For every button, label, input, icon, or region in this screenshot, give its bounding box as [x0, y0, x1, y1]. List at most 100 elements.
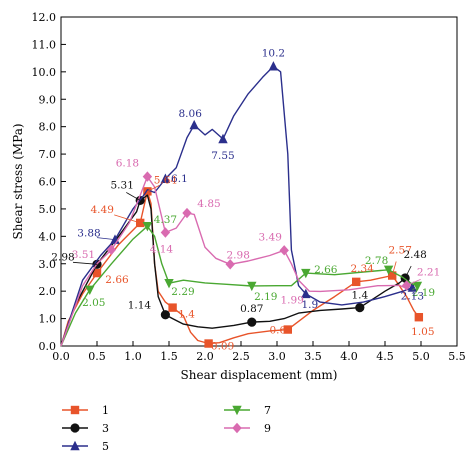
legend-item-5: 5 [62, 440, 109, 453]
series-7 [60, 221, 423, 347]
data-label: 2.98 [51, 251, 74, 263]
x-tick-label: 2.0 [196, 350, 214, 363]
data-point [283, 325, 292, 334]
x-tick-label: 1.0 [124, 350, 142, 363]
data-point [352, 277, 361, 287]
legend-item-9: 9 [224, 422, 271, 435]
x-tick-label: 4.5 [376, 350, 394, 363]
legend-item-3: 3 [62, 422, 109, 435]
x-axis: 0.0 0.5 1.0 1.5 2.0 2.5 3.0 3.5 4.0 4.5 5.0 5.5 [52, 341, 466, 363]
data-point [142, 221, 153, 232]
series-line [60, 175, 407, 347]
data-label: 3.51 [72, 249, 95, 261]
data-point [225, 259, 235, 270]
data-point [218, 133, 228, 144]
data-label: 1.4 [351, 290, 368, 302]
data-label: 5.31 [111, 179, 134, 191]
data-point [247, 317, 257, 327]
leader-lines [72, 185, 421, 286]
data-label: 0.87 [240, 303, 263, 315]
y-tick-label: 5.0 [39, 203, 57, 216]
data-label: 10.2 [262, 47, 285, 59]
data-point [301, 288, 311, 299]
y-tick-label: 10.0 [32, 66, 57, 79]
legend-label: 3 [102, 422, 109, 435]
data-point [268, 61, 279, 71]
data-point [279, 245, 289, 256]
data-label: 2.98 [227, 249, 250, 261]
data-point [301, 268, 311, 279]
y-tick-label: 3.0 [39, 258, 57, 271]
leader-line [96, 237, 116, 241]
data-label: 2.34 [351, 263, 375, 275]
legend-label: 7 [264, 404, 271, 417]
y-tick-label: 11.0 [32, 38, 57, 51]
data-point [92, 268, 102, 278]
data-label: 2.05 [82, 297, 105, 309]
x-tick-label: 3.5 [304, 350, 322, 363]
annotations: 10.2 8.06 7.55 6.18 5.646.1 5.31 4.49 4.37 4.85 4… [51, 47, 440, 352]
legend-marker [70, 423, 80, 433]
data-label: 2.66 [314, 264, 338, 276]
y-tick-label: 6.0 [39, 176, 57, 189]
y-tick-label: 8.0 [39, 121, 57, 134]
data-point [247, 281, 257, 292]
data-point [182, 207, 192, 219]
data-label: 2.78 [365, 255, 388, 267]
data-label: 2.21 [417, 266, 440, 278]
data-label: 1.99 [281, 294, 304, 306]
series-line [60, 225, 418, 347]
legend-label: 1 [102, 404, 109, 417]
data-label: 4.37 [154, 214, 177, 226]
axes: 0.0 0.5 1.0 1.5 2.0 2.5 3.0 3.5 4.0 4.5 5.0 5.50.01… [11, 11, 466, 382]
data-label: 6.1 [171, 173, 188, 185]
x-tick-label: 0.5 [88, 350, 106, 363]
data-label: 2.57 [389, 245, 412, 257]
data-label: 1.9 [301, 299, 318, 311]
y-tick-label: 12.0 [32, 11, 57, 24]
data-point [160, 173, 171, 183]
legend-marker [232, 405, 242, 416]
data-point [168, 303, 177, 312]
y-tick-label: 0.0 [39, 340, 57, 353]
data-point [412, 281, 423, 292]
legend-item-7: 7 [224, 404, 271, 417]
legend-marker [70, 440, 80, 451]
data-label: 2.29 [171, 286, 194, 298]
data-label: 6.18 [116, 158, 139, 170]
data-point [355, 303, 365, 313]
data-point [160, 227, 171, 238]
y-tick-label: 2.0 [39, 285, 57, 298]
data-label: 3.88 [77, 228, 100, 240]
data-label: 2.19 [254, 291, 277, 303]
y-axis: 0.0 1.0 2.0 3.0 4.0 5.0 6.0 7.0 8.0 9.0 10.0 11.0 12… [32, 11, 66, 353]
x-tick-label: 5.5 [448, 350, 466, 363]
data-label: 8.06 [179, 108, 203, 120]
leader-line [72, 261, 98, 265]
data-point [204, 339, 213, 348]
data-label: 1.4 [178, 309, 195, 321]
leader-line [391, 261, 397, 276]
data-point [142, 171, 153, 182]
x-tick-label: 0.0 [52, 350, 70, 363]
data-point [160, 310, 170, 320]
series-5 [60, 61, 418, 347]
data-point [388, 271, 397, 280]
y-tick-label: 4.0 [39, 230, 57, 243]
x-axis-label: Shear displacement (mm) [181, 368, 338, 382]
data-label: 2.48 [403, 249, 426, 261]
data-label: 5.64 [154, 174, 178, 186]
data-label: 3.49 [259, 231, 282, 243]
data-point [407, 282, 418, 292]
data-label: 2.66 [105, 274, 129, 286]
y-axis-label: Shear stress (MPa) [11, 123, 25, 239]
y-tick-label: 7.0 [39, 148, 57, 161]
legend-label: 9 [264, 422, 271, 435]
leader-line [147, 185, 160, 192]
x-tick-label: 3.0 [268, 350, 286, 363]
data-point [164, 279, 174, 289]
legend-marker [232, 422, 242, 434]
leader-line [406, 279, 421, 286]
